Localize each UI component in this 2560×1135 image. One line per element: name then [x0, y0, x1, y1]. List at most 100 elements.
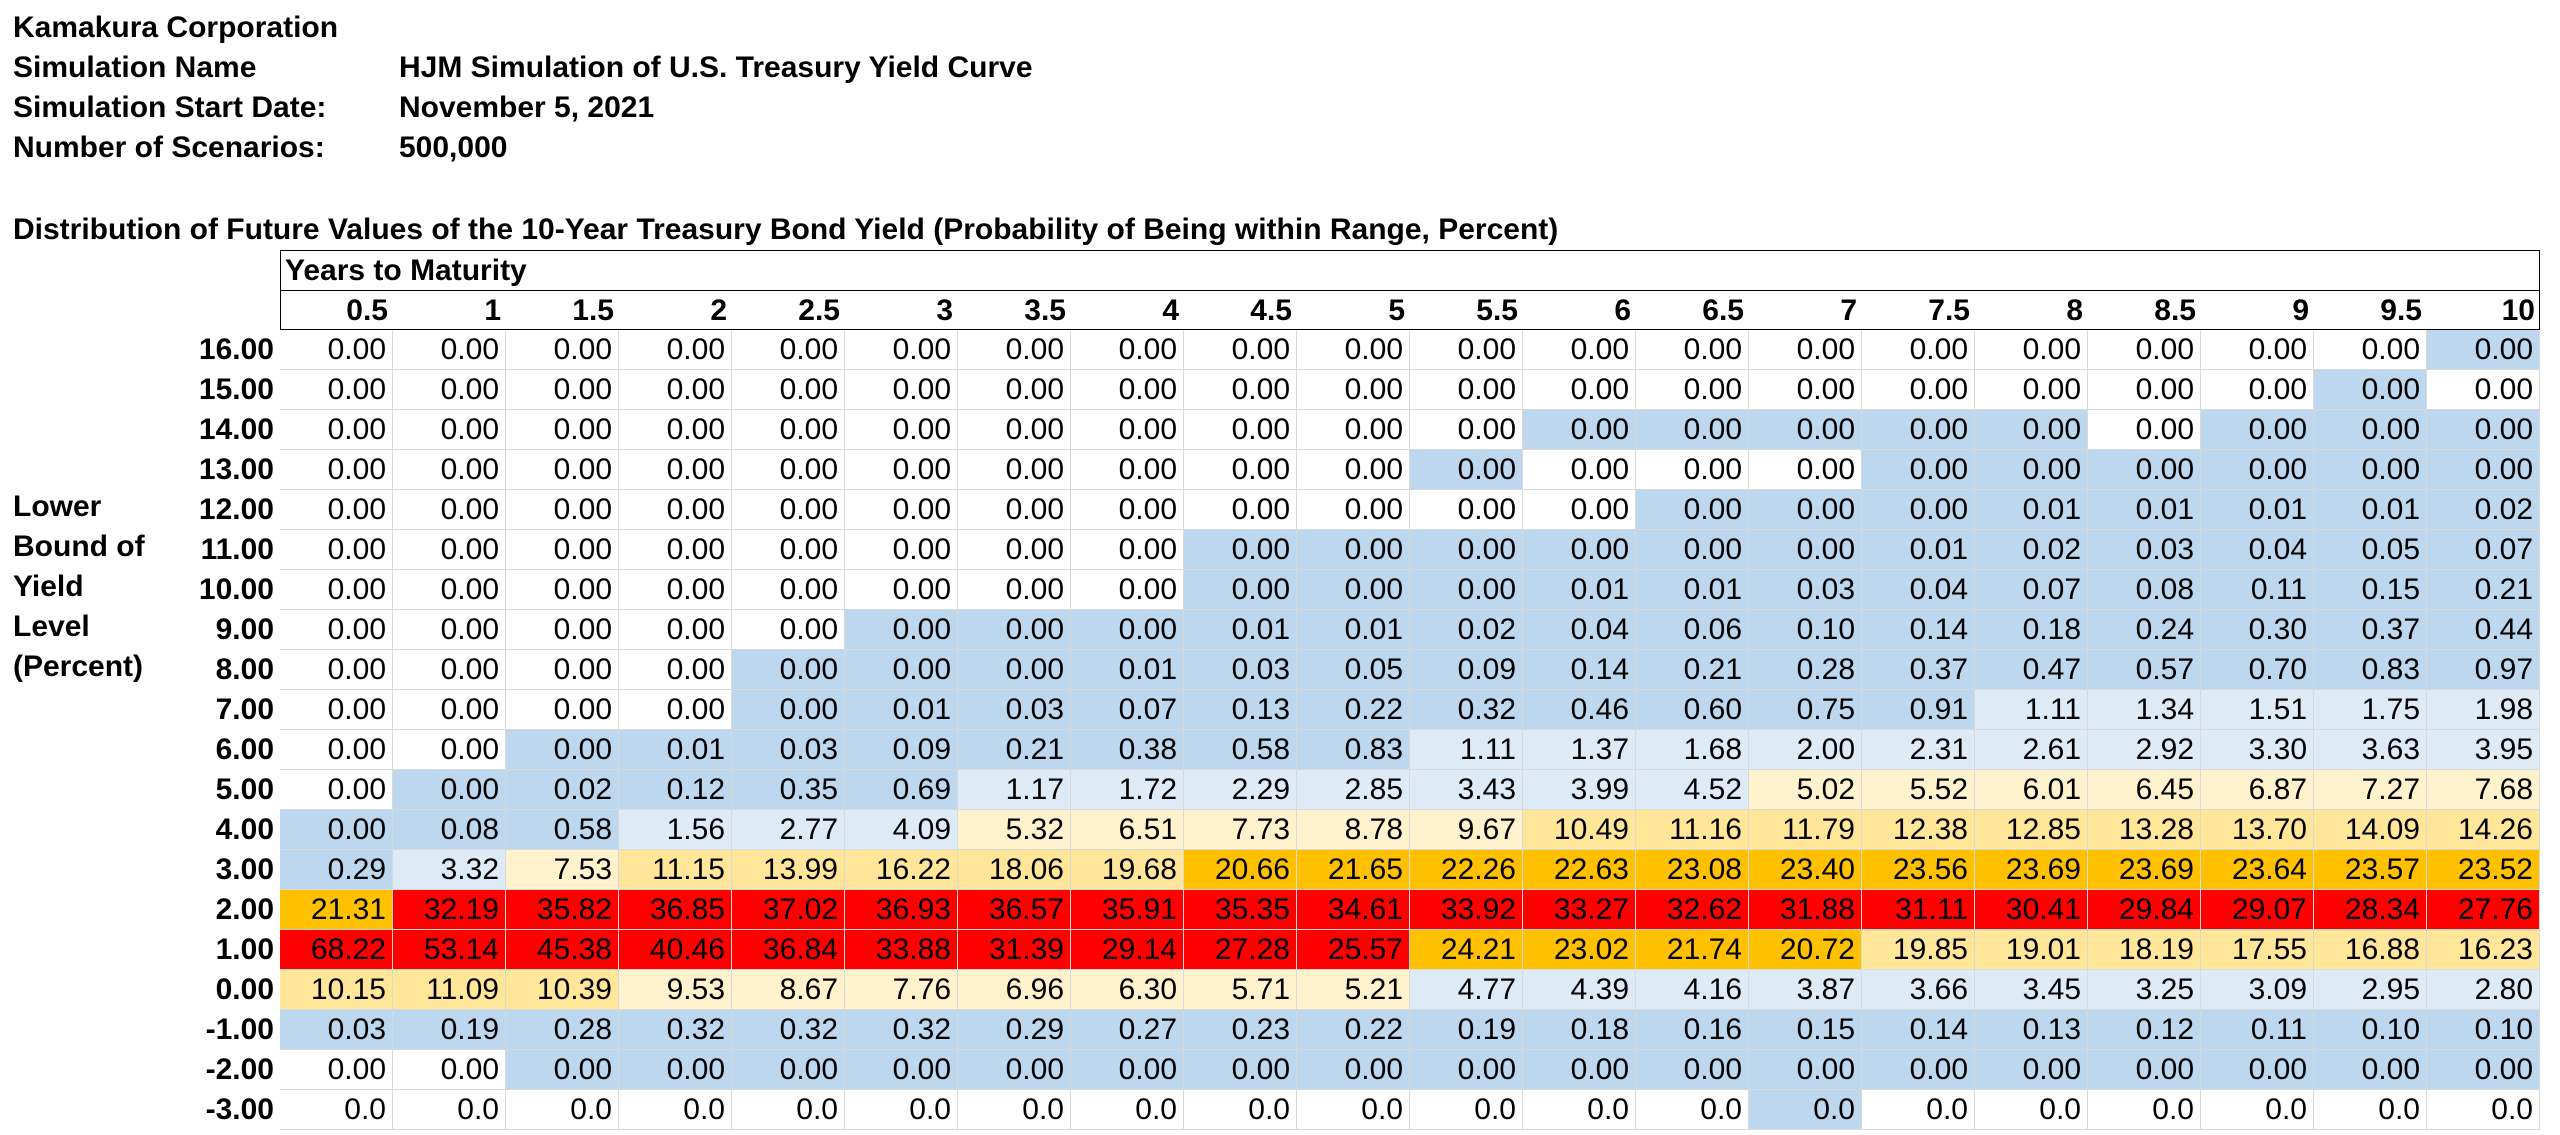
- table-cell[interactable]: 20.72: [1749, 930, 1862, 970]
- table-cell[interactable]: 0.10: [2427, 1010, 2540, 1050]
- table-cell[interactable]: 0.00: [845, 610, 958, 650]
- table-cell[interactable]: 0.00: [393, 410, 506, 450]
- table-cell[interactable]: 0.00: [1297, 1050, 1410, 1090]
- table-cell[interactable]: 0.12: [2088, 1010, 2201, 1050]
- table-cell[interactable]: 0.14: [1523, 650, 1636, 690]
- table-cell[interactable]: 0.00: [506, 530, 619, 570]
- table-cell[interactable]: 0.00: [1184, 1050, 1297, 1090]
- table-cell[interactable]: 36.85: [619, 890, 732, 930]
- table-cell[interactable]: 0.00: [1523, 330, 1636, 370]
- table-cell[interactable]: 23.08: [1636, 850, 1749, 890]
- table-cell[interactable]: 36.93: [845, 890, 958, 930]
- table-cell[interactable]: 30.41: [1975, 890, 2088, 930]
- table-cell[interactable]: 16.88: [2314, 930, 2427, 970]
- table-cell[interactable]: 0.03: [1184, 650, 1297, 690]
- table-cell[interactable]: 0.37: [1862, 650, 1975, 690]
- table-cell[interactable]: 0.05: [1297, 650, 1410, 690]
- table-cell[interactable]: 3.87: [1749, 970, 1862, 1010]
- table-cell[interactable]: 0.03: [732, 730, 845, 770]
- table-cell[interactable]: 0.00: [280, 370, 393, 410]
- table-cell[interactable]: 0.00: [1184, 410, 1297, 450]
- table-cell[interactable]: 0.00: [2088, 330, 2201, 370]
- table-cell[interactable]: 0.38: [1071, 730, 1184, 770]
- table-cell[interactable]: 0.60: [1636, 690, 1749, 730]
- table-cell[interactable]: 0.01: [1975, 490, 2088, 530]
- table-cell[interactable]: 0.00: [958, 570, 1071, 610]
- table-cell[interactable]: 0.21: [2427, 570, 2540, 610]
- table-cell[interactable]: 0.00: [958, 370, 1071, 410]
- table-cell[interactable]: 0.00: [393, 610, 506, 650]
- table-cell[interactable]: 31.11: [1862, 890, 1975, 930]
- table-cell[interactable]: 23.52: [2427, 850, 2540, 890]
- table-cell[interactable]: 0.00: [619, 570, 732, 610]
- table-cell[interactable]: 5.21: [1297, 970, 1410, 1010]
- table-cell[interactable]: 37.02: [732, 890, 845, 930]
- table-cell[interactable]: 0.00: [1071, 330, 1184, 370]
- table-cell[interactable]: 0.00: [393, 490, 506, 530]
- table-cell[interactable]: 0.00: [2201, 450, 2314, 490]
- table-cell[interactable]: 0.83: [1297, 730, 1410, 770]
- table-cell[interactable]: 0.00: [506, 570, 619, 610]
- table-cell[interactable]: 0.00: [845, 330, 958, 370]
- table-cell[interactable]: 0.32: [732, 1010, 845, 1050]
- table-cell[interactable]: 0.01: [1862, 530, 1975, 570]
- table-cell[interactable]: 0.16: [1636, 1010, 1749, 1050]
- table-cell[interactable]: 0.27: [1071, 1010, 1184, 1050]
- table-cell[interactable]: 0.00: [1862, 450, 1975, 490]
- table-cell[interactable]: 35.91: [1071, 890, 1184, 930]
- table-cell[interactable]: 0.00: [958, 530, 1071, 570]
- table-cell[interactable]: 0.00: [1410, 570, 1523, 610]
- table-cell[interactable]: 0.00: [1749, 370, 1862, 410]
- table-cell[interactable]: 0.00: [619, 650, 732, 690]
- table-cell[interactable]: 0.28: [1749, 650, 1862, 690]
- table-cell[interactable]: 0.00: [845, 370, 958, 410]
- table-cell[interactable]: 0.00: [393, 650, 506, 690]
- table-cell[interactable]: 0.00: [280, 810, 393, 850]
- table-cell[interactable]: 0.00: [1184, 450, 1297, 490]
- table-cell[interactable]: 0.44: [2427, 610, 2540, 650]
- table-cell[interactable]: 0.00: [1071, 1050, 1184, 1090]
- table-cell[interactable]: 0.00: [1184, 530, 1297, 570]
- table-cell[interactable]: 0.00: [1297, 490, 1410, 530]
- table-cell[interactable]: 7.76: [845, 970, 958, 1010]
- table-cell[interactable]: 0.00: [1410, 450, 1523, 490]
- table-cell[interactable]: 0.08: [393, 810, 506, 850]
- table-cell[interactable]: 0.00: [1523, 450, 1636, 490]
- table-cell[interactable]: 14.09: [2314, 810, 2427, 850]
- table-cell[interactable]: 0.00: [1975, 410, 2088, 450]
- table-cell[interactable]: 0.00: [2314, 330, 2427, 370]
- table-cell[interactable]: 0.00: [732, 610, 845, 650]
- table-cell[interactable]: 11.15: [619, 850, 732, 890]
- table-cell[interactable]: 14.26: [2427, 810, 2540, 850]
- table-cell[interactable]: 0.12: [619, 770, 732, 810]
- table-cell[interactable]: 0.32: [619, 1010, 732, 1050]
- table-cell[interactable]: 0.07: [1975, 570, 2088, 610]
- table-cell[interactable]: 13.70: [2201, 810, 2314, 850]
- table-cell[interactable]: 6.87: [2201, 770, 2314, 810]
- table-cell[interactable]: 0.57: [2088, 650, 2201, 690]
- table-cell[interactable]: 33.27: [1523, 890, 1636, 930]
- table-cell[interactable]: 0.0: [1975, 1090, 2088, 1130]
- table-cell[interactable]: 2.80: [2427, 970, 2540, 1010]
- table-cell[interactable]: 19.01: [1975, 930, 2088, 970]
- table-cell[interactable]: 0.00: [280, 770, 393, 810]
- table-cell[interactable]: 0.00: [958, 610, 1071, 650]
- table-cell[interactable]: 0.00: [280, 690, 393, 730]
- table-cell[interactable]: 0.00: [2088, 450, 2201, 490]
- table-cell[interactable]: 36.57: [958, 890, 1071, 930]
- table-cell[interactable]: 34.61: [1297, 890, 1410, 930]
- table-cell[interactable]: 1.98: [2427, 690, 2540, 730]
- table-cell[interactable]: 0.00: [2088, 370, 2201, 410]
- table-cell[interactable]: 0.02: [506, 770, 619, 810]
- table-cell[interactable]: 0.00: [619, 450, 732, 490]
- table-cell[interactable]: 0.00: [506, 410, 619, 450]
- table-cell[interactable]: 16.22: [845, 850, 958, 890]
- table-cell[interactable]: 0.29: [958, 1010, 1071, 1050]
- table-cell[interactable]: 0.01: [1071, 650, 1184, 690]
- table-cell[interactable]: 0.00: [619, 610, 732, 650]
- table-cell[interactable]: 0.00: [1636, 530, 1749, 570]
- table-cell[interactable]: 0.00: [732, 450, 845, 490]
- table-cell[interactable]: 2.31: [1862, 730, 1975, 770]
- table-cell[interactable]: 6.96: [958, 970, 1071, 1010]
- table-cell[interactable]: 0.0: [1636, 1090, 1749, 1130]
